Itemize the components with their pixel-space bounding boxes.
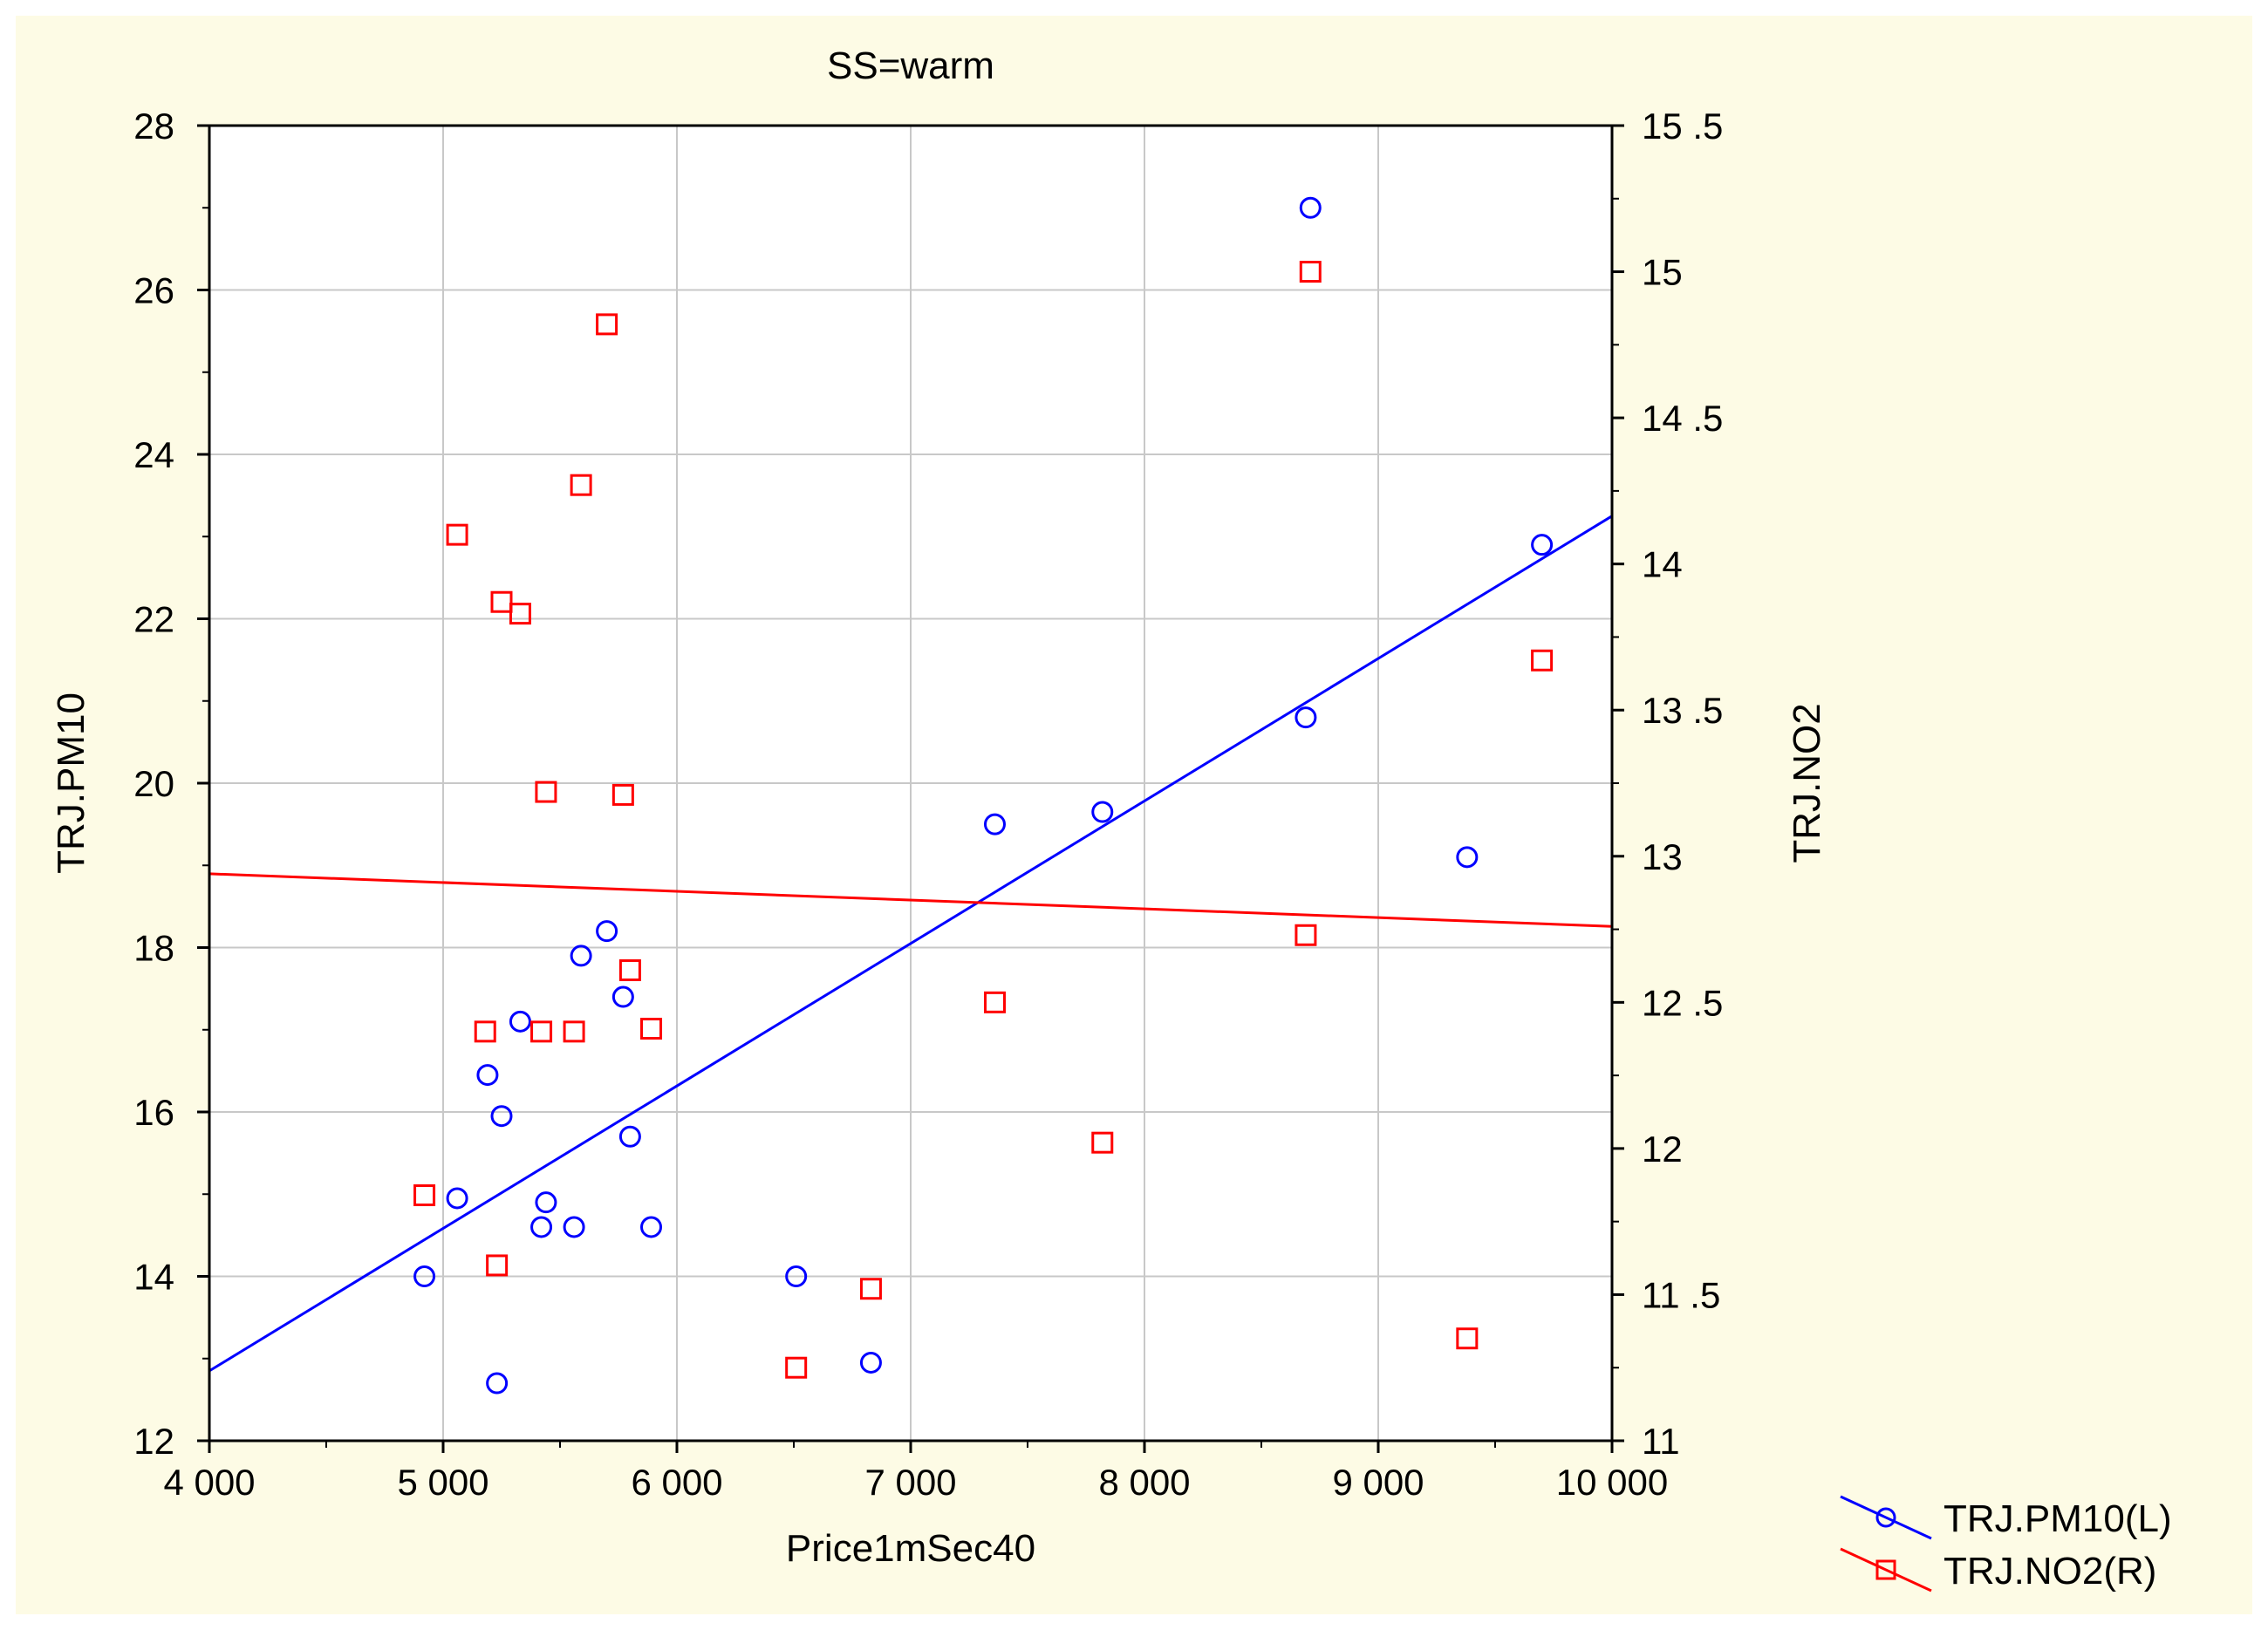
pm10-point	[486, 1372, 509, 1395]
y-right-axis-title: TRJ.NO2	[1786, 703, 1828, 863]
y-right-tick-label: 15	[1642, 252, 1683, 293]
y-right-tick-label: 13	[1642, 836, 1683, 877]
pm10-point	[596, 920, 618, 943]
no2-point	[1299, 261, 1322, 283]
y-left-tick-label: 26	[133, 270, 174, 311]
pm10-trend-line	[208, 515, 1613, 1373]
no2-point	[486, 1254, 509, 1277]
no2-point	[509, 603, 531, 625]
grid-lines	[209, 126, 1612, 1441]
pm10-point	[530, 1216, 553, 1238]
pm10-point	[640, 1216, 663, 1238]
y-right-tick-label: 12 .5	[1642, 982, 1723, 1023]
no2-point	[413, 1184, 436, 1207]
no2-point	[983, 991, 1006, 1013]
pm10-point	[509, 1010, 531, 1033]
chart-title: SS=warm	[827, 44, 994, 87]
legend-pm10-marker	[1875, 1507, 1896, 1528]
x-axis-title: Price1mSec40	[786, 1527, 1035, 1570]
y-right-tick-label: 11 .5	[1642, 1274, 1720, 1315]
y-right-tick-label: 12	[1642, 1129, 1683, 1170]
legend-pm10-line	[1840, 1495, 1932, 1540]
y-left-tick-label: 22	[133, 599, 174, 640]
no2-point	[596, 313, 618, 336]
pm10-point	[785, 1265, 808, 1287]
pm10-point	[563, 1216, 585, 1238]
trend-lines	[208, 515, 1613, 1373]
x-tick-label: 9 000	[1332, 1462, 1424, 1503]
pm10-point	[1091, 801, 1114, 823]
pm10-point	[859, 1351, 882, 1374]
y-left-tick-label: 12	[133, 1421, 174, 1462]
no2-point	[474, 1020, 496, 1043]
x-tick-label: 6 000	[631, 1462, 722, 1503]
chart-frame: 4 000 5 000 6 000 7 000 8 000 9 000 10 000 12 14…	[16, 16, 2252, 1614]
no2-point	[1295, 924, 1317, 946]
no2-point	[570, 474, 592, 496]
no2-point	[859, 1278, 882, 1300]
no2-point	[1456, 1327, 1479, 1350]
pm10-point	[570, 945, 592, 967]
pm10-point	[1531, 534, 1554, 556]
y-right-tick-label: 13 .5	[1642, 690, 1723, 731]
axis-ticks: 4 000 5 000 6 000 7 000 8 000 9 000 10 000 12 14…	[133, 106, 1723, 1503]
x-tick-label: 8 000	[1098, 1462, 1190, 1503]
no2-point	[611, 783, 634, 806]
legend-no2-label: TRJ.NO2(R)	[1944, 1550, 2156, 1592]
legend-pm10-label: TRJ.PM10(L)	[1944, 1497, 2172, 1540]
legend: TRJ.PM10(L) TRJ.NO2(R)	[1840, 1495, 2172, 1592]
no2-point	[785, 1356, 808, 1379]
y-right-tick-label: 11	[1642, 1421, 1680, 1462]
no2-point	[640, 1017, 663, 1040]
pm10-point	[535, 1191, 557, 1214]
pm10-point	[1299, 196, 1322, 219]
data-points	[413, 196, 1554, 1395]
plot-border	[208, 124, 1614, 1442]
y-right-tick-label: 15 .5	[1642, 106, 1723, 147]
pm10-point	[446, 1187, 468, 1210]
y-left-tick-label: 14	[133, 1257, 174, 1298]
y-right-tick-label: 14	[1642, 544, 1683, 585]
y-left-tick-label: 20	[133, 763, 174, 804]
no2-point	[535, 781, 557, 803]
y-left-tick-label: 24	[133, 434, 174, 475]
pm10-point	[611, 986, 634, 1008]
no2-point	[446, 523, 468, 546]
legend-item-pm10: TRJ.PM10(L)	[1840, 1495, 2172, 1540]
y-right-tick-label: 14 .5	[1642, 398, 1723, 439]
no2-point	[563, 1020, 585, 1043]
legend-no2-marker	[1875, 1559, 1896, 1580]
pm10-point	[413, 1265, 436, 1287]
pm10-point	[1295, 706, 1317, 729]
pm10-point	[1456, 846, 1479, 869]
no2-point	[618, 958, 641, 981]
no2-point	[1531, 649, 1554, 672]
x-tick-label: 10 000	[1556, 1462, 1668, 1503]
y-left-tick-label: 16	[133, 1092, 174, 1133]
no2-point	[530, 1020, 553, 1043]
no2-point	[490, 590, 513, 613]
y-left-tick-label: 18	[133, 928, 174, 969]
pm10-point	[490, 1105, 513, 1128]
no2-trend-line	[208, 872, 1613, 928]
pm10-point	[983, 813, 1006, 835]
chart-canvas: 4 000 5 000 6 000 7 000 8 000 9 000 10 000 12 14…	[50, 44, 2172, 1592]
legend-item-no2: TRJ.NO2(R)	[1840, 1547, 2156, 1592]
pm10-point	[476, 1064, 499, 1087]
no2-point	[1091, 1131, 1114, 1154]
pm10-point	[618, 1125, 641, 1148]
x-tick-label: 7 000	[864, 1462, 956, 1503]
y-left-axis-title: TRJ.PM10	[50, 692, 92, 874]
x-tick-label: 5 000	[397, 1462, 488, 1503]
y-left-tick-label: 28	[133, 106, 174, 147]
x-tick-label: 4 000	[163, 1462, 255, 1503]
legend-no2-line	[1840, 1547, 1932, 1592]
